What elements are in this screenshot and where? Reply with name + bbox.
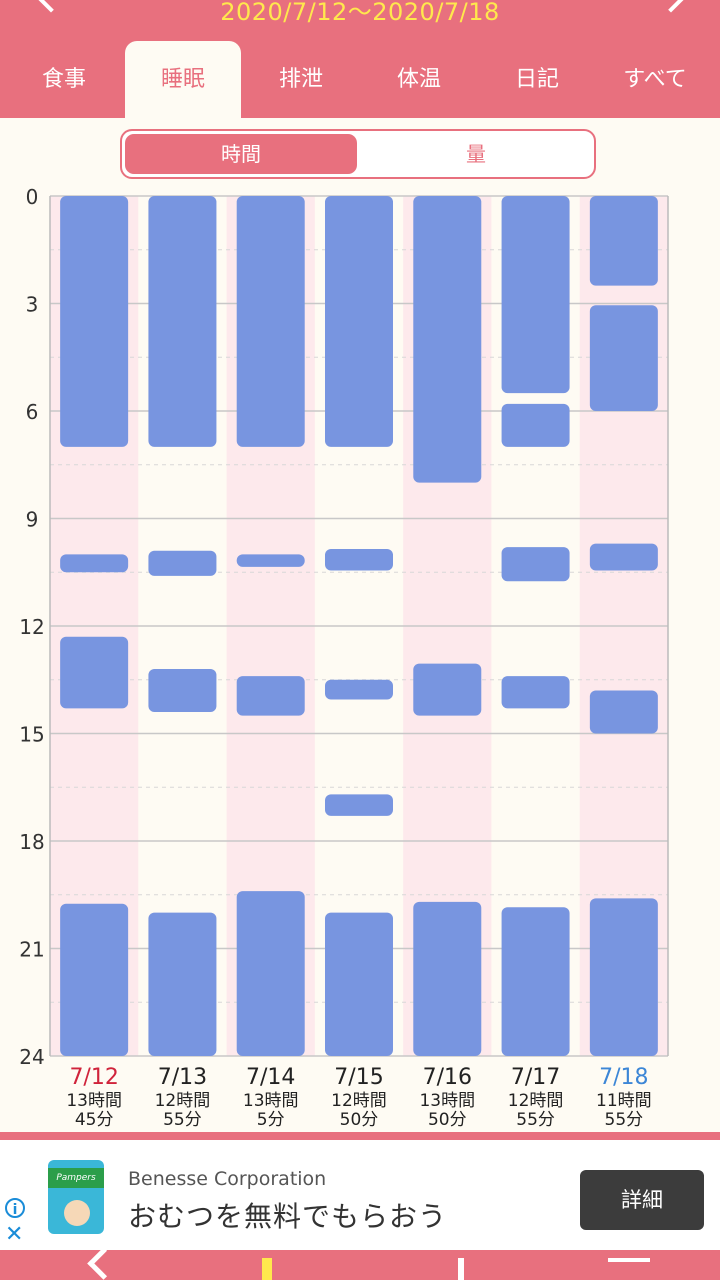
sleep-bar xyxy=(413,663,482,716)
sleep-bar xyxy=(501,403,570,447)
share-icon[interactable] xyxy=(458,1258,464,1280)
tab-diary[interactable]: 日記 xyxy=(514,67,559,92)
sleep-bar xyxy=(236,196,305,447)
ad-headline[interactable]: おむつを無料でもらおう xyxy=(128,1200,448,1233)
ad-close-icon[interactable]: ✕ xyxy=(5,1222,24,1247)
date-range-label: 2020/7/12〜2020/7/18 xyxy=(220,0,500,26)
day-total-hours: 11時間 xyxy=(596,1091,652,1111)
category-tabs: 食事 睡眠 排泄 体温 日記 すべて xyxy=(0,41,720,118)
sleep-bar xyxy=(60,903,129,1056)
tab-temperature[interactable]: 体温 xyxy=(396,67,441,92)
day-date-label: 7/16 xyxy=(423,1065,472,1090)
day-total-minutes: 55分 xyxy=(516,1110,555,1130)
ad-details-button[interactable]: 詳細 xyxy=(580,1170,704,1230)
day-date-label: 7/15 xyxy=(334,1065,383,1090)
day-total-hours: 12時間 xyxy=(331,1091,387,1111)
day-total-hours: 12時間 xyxy=(155,1091,211,1111)
tab-sleep[interactable]: 睡眠 xyxy=(125,41,241,118)
day-total-hours: 13時間 xyxy=(419,1091,475,1111)
y-tick-label: 18 xyxy=(19,830,44,854)
day-date-label: 7/13 xyxy=(158,1065,207,1090)
y-tick-label: 12 xyxy=(19,615,44,639)
day-total-hours: 13時間 xyxy=(66,1091,122,1111)
sleep-bar xyxy=(589,543,658,571)
sleep-bar xyxy=(236,554,305,567)
day-total-minutes: 55分 xyxy=(605,1110,644,1130)
ad-product-label: Pampers xyxy=(48,1168,104,1188)
day-total-minutes: 50分 xyxy=(428,1110,467,1130)
day-total-minutes: 55分 xyxy=(163,1110,202,1130)
y-tick-label: 0 xyxy=(26,185,39,209)
sleep-bar xyxy=(60,196,129,447)
sleep-bar xyxy=(589,305,658,411)
ad-company-name: Benesse Corporation xyxy=(128,1168,327,1190)
day-date-label: 7/12 xyxy=(69,1065,118,1090)
sleep-bar xyxy=(148,669,217,712)
sleep-bar xyxy=(501,676,570,709)
y-tick-label: 24 xyxy=(19,1045,44,1069)
sleep-bar xyxy=(501,196,570,394)
y-tick-label: 15 xyxy=(19,723,44,747)
sleep-bar xyxy=(325,548,393,571)
back-icon[interactable] xyxy=(87,1250,120,1280)
ad-banner[interactable]: Pampers Benesse Corporation おむつを無料でもらおう … xyxy=(0,1132,720,1250)
tab-all[interactable]: すべて xyxy=(623,67,687,92)
sleep-bar xyxy=(501,907,570,1056)
add-record-icon[interactable] xyxy=(262,1258,272,1280)
sleep-bar xyxy=(148,196,217,447)
sleep-bar xyxy=(325,679,393,700)
ad-info-icon[interactable]: i xyxy=(5,1198,25,1218)
day-total-minutes: 50分 xyxy=(340,1110,379,1130)
menu-icon[interactable] xyxy=(608,1258,650,1262)
tab-excretion[interactable]: 排泄 xyxy=(278,67,323,92)
tab-meal[interactable]: 食事 xyxy=(41,67,86,92)
day-total-hours: 13時間 xyxy=(243,1091,299,1111)
sleep-bar xyxy=(236,891,305,1056)
amount-mode-button[interactable]: 量 xyxy=(466,142,486,166)
y-tick-label: 3 xyxy=(26,293,39,317)
sleep-bar xyxy=(325,794,393,816)
y-tick-label: 6 xyxy=(26,400,39,424)
y-tick-label: 9 xyxy=(26,508,39,532)
day-date-label: 7/18 xyxy=(599,1065,648,1090)
sleep-bar xyxy=(589,196,658,286)
sleep-bar xyxy=(236,676,305,716)
app-header: 2020/7/12〜2020/7/18 食事 睡眠 排泄 体温 日記 すべて xyxy=(0,0,720,118)
ad-product-image[interactable]: Pampers xyxy=(48,1160,104,1234)
bottom-navigation-bar xyxy=(0,1250,720,1280)
sleep-bar xyxy=(501,547,570,582)
sleep-bar xyxy=(325,196,393,447)
time-mode-button[interactable]: 時間 xyxy=(125,134,357,174)
sleep-bar xyxy=(148,550,217,576)
day-total-hours: 12時間 xyxy=(508,1091,564,1111)
day-date-label: 7/14 xyxy=(246,1065,295,1090)
sleep-bar xyxy=(413,196,482,483)
sleep-bar xyxy=(148,912,217,1056)
ad-baby-image xyxy=(64,1200,90,1226)
sleep-bar xyxy=(60,554,129,573)
sleep-bar xyxy=(413,901,482,1056)
day-total-minutes: 5分 xyxy=(257,1110,285,1130)
day-date-label: 7/17 xyxy=(511,1065,560,1090)
sleep-bar xyxy=(589,690,658,734)
day-total-minutes: 45分 xyxy=(75,1110,114,1130)
sleep-bar xyxy=(60,636,129,709)
view-mode-toggle: 時間 量 xyxy=(120,129,596,179)
y-tick-label: 21 xyxy=(19,938,44,962)
sleep-bar xyxy=(325,912,393,1056)
sleep-bar xyxy=(589,898,658,1056)
